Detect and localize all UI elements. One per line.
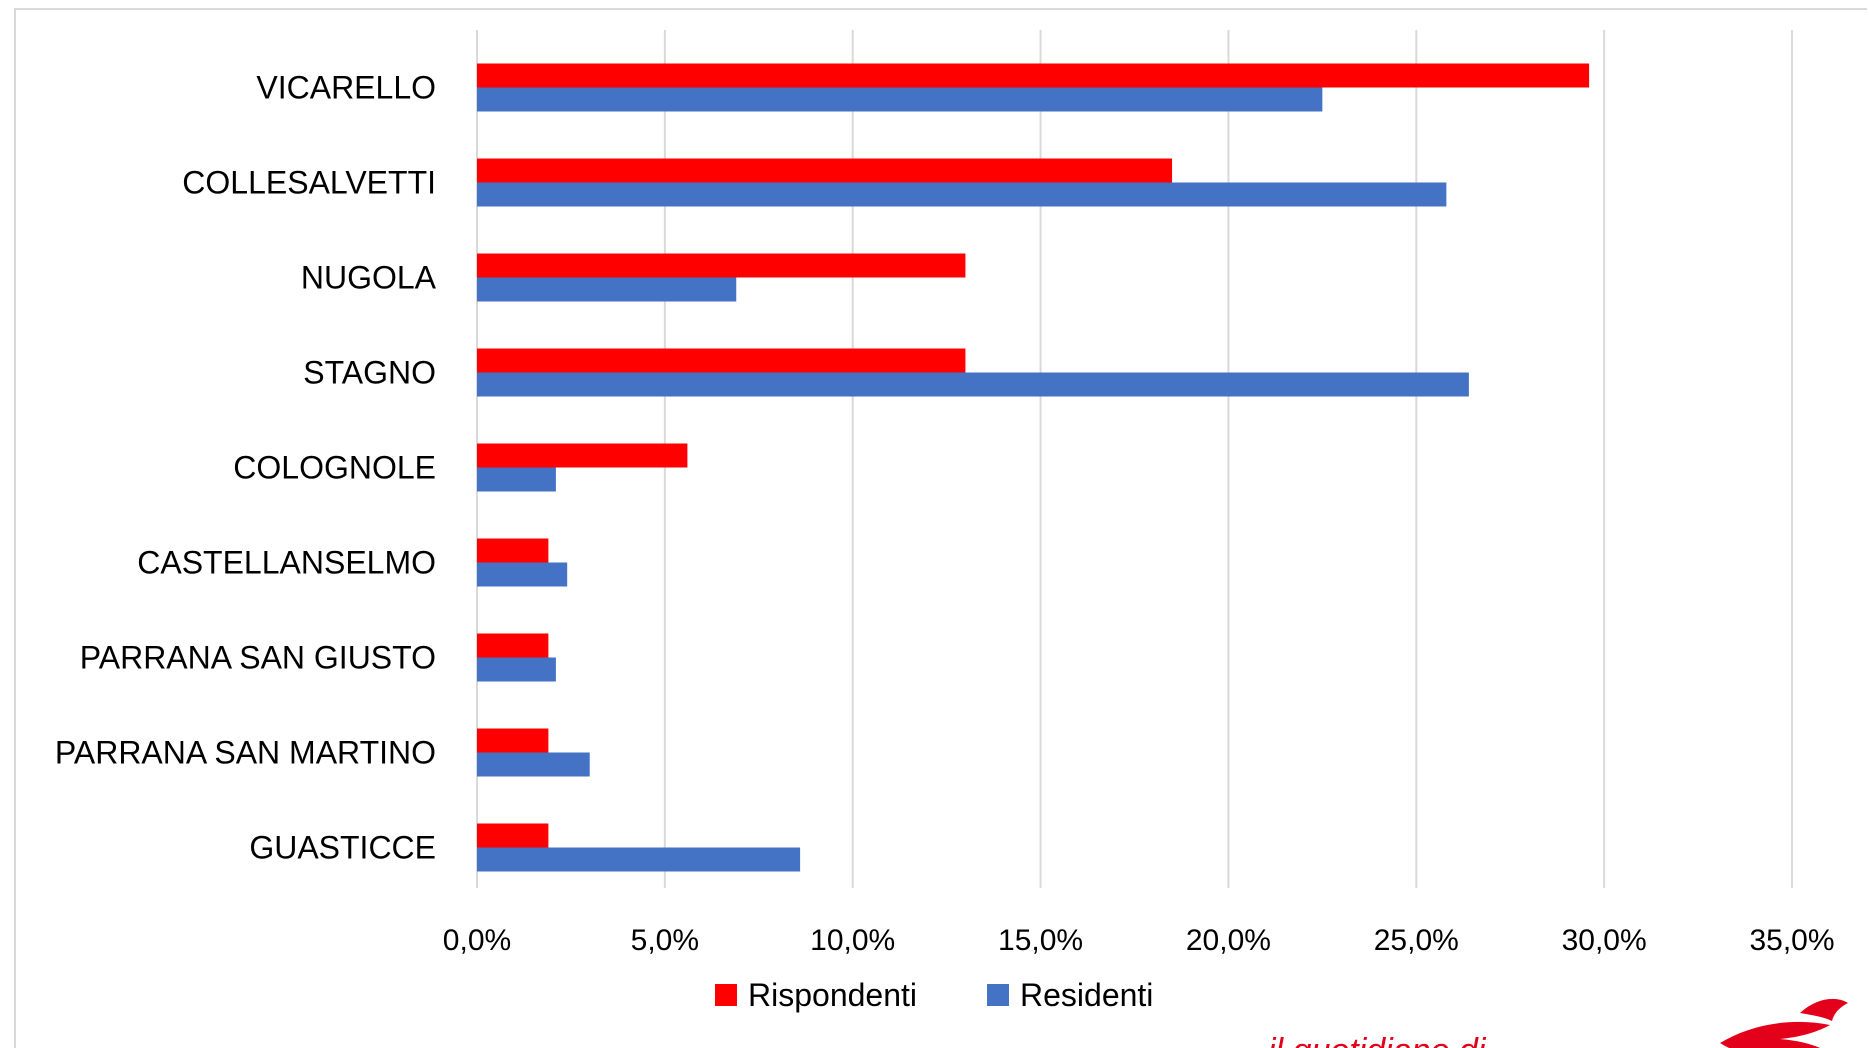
bar-rispondenti bbox=[477, 63, 1590, 88]
legend-label: Residenti bbox=[1020, 977, 1153, 1013]
bar-rispondenti bbox=[477, 348, 966, 373]
bar-rispondenti bbox=[477, 443, 688, 468]
bar-rispondenti bbox=[477, 728, 549, 753]
x-tick-label: 30,0% bbox=[1562, 924, 1647, 957]
category-label: CASTELLANSELMO bbox=[137, 545, 436, 581]
bar-residenti bbox=[477, 657, 556, 682]
bar-residenti bbox=[477, 182, 1447, 207]
x-tick-label: 0,0% bbox=[443, 924, 511, 957]
bar-residenti bbox=[477, 562, 568, 587]
watermark-text: il quotidiano di bbox=[1268, 1032, 1487, 1048]
x-tick-label: 20,0% bbox=[1186, 924, 1271, 957]
category-label: PARRANA SAN GIUSTO bbox=[80, 640, 436, 676]
category-label: COLOGNOLE bbox=[233, 450, 436, 486]
x-tick-label: 35,0% bbox=[1749, 924, 1834, 957]
bar-residenti bbox=[477, 467, 556, 492]
chart-frame bbox=[14, 8, 1867, 1048]
bar-rispondenti bbox=[477, 158, 1173, 183]
x-tick-label: 15,0% bbox=[998, 924, 1083, 957]
bar-residenti bbox=[477, 752, 590, 777]
winged-horse-logo-icon bbox=[1720, 998, 1848, 1048]
legend-label: Rispondenti bbox=[748, 977, 917, 1013]
category-labels: VICARELLO COLLESALVETTI NUGOLA STAGNO COLOGN… bbox=[55, 70, 437, 866]
category-label: NUGOLA bbox=[301, 260, 437, 296]
legend: Rispondenti Residenti bbox=[715, 977, 1153, 1013]
legend-swatch bbox=[987, 984, 1009, 1006]
bar-rispondenti bbox=[477, 633, 549, 658]
x-tick-label: 10,0% bbox=[810, 924, 895, 957]
bar-residenti bbox=[477, 277, 737, 302]
bar-rispondenti bbox=[477, 538, 549, 563]
bar-residenti bbox=[477, 847, 801, 872]
bar-residenti bbox=[477, 87, 1323, 112]
x-tick-label: 25,0% bbox=[1374, 924, 1459, 957]
category-label: GUASTICCE bbox=[249, 830, 436, 866]
category-label: VICARELLO bbox=[256, 70, 436, 106]
bar-rispondenti bbox=[477, 823, 549, 848]
category-label: STAGNO bbox=[303, 355, 436, 391]
category-label: COLLESALVETTI bbox=[182, 165, 436, 201]
bars bbox=[477, 63, 1590, 872]
bar-rispondenti bbox=[477, 253, 966, 278]
footer: il quotidiano di bbox=[1268, 998, 1848, 1048]
legend-swatch bbox=[715, 984, 737, 1006]
x-axis: 0,0% 5,0% 10,0% 15,0% 20,0% 25,0% 30,0% 35,0% bbox=[443, 924, 1835, 957]
bar-residenti bbox=[477, 372, 1469, 397]
category-label: PARRANA SAN MARTINO bbox=[55, 735, 436, 771]
x-tick-label: 5,0% bbox=[631, 924, 699, 957]
